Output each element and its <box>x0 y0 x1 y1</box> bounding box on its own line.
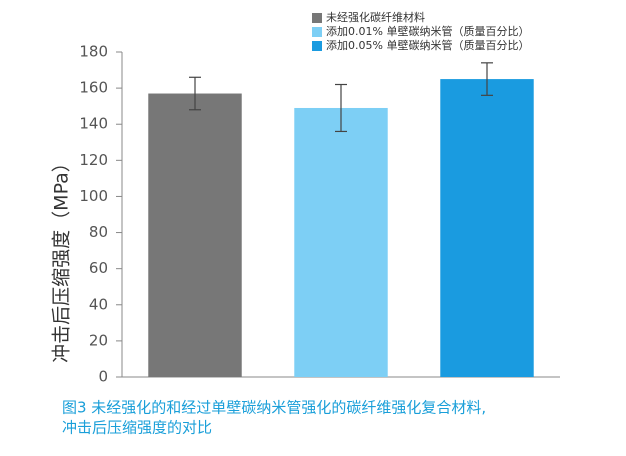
caption: 图3 未经强化的和经过单壁碳纳米管强化的碳纤维强化复合材料, <box>62 399 486 417</box>
y-tick-label: 120 <box>79 151 108 169</box>
y-tick-label: 40 <box>89 295 108 313</box>
legend-swatch <box>312 13 322 23</box>
legend-swatch <box>312 41 322 51</box>
legend-label: 未经强化碳纤维材料 <box>326 10 425 24</box>
y-tick-label: 20 <box>89 331 108 349</box>
bar <box>440 79 534 377</box>
legend-label: 添加0.01% 单壁碳纳米管（质量百分比） <box>326 24 529 38</box>
bar <box>294 107 388 377</box>
y-tick-label: 0 <box>98 368 108 386</box>
y-tick-label: 60 <box>89 259 108 277</box>
bar <box>148 93 242 378</box>
y-tick-label: 140 <box>79 115 108 133</box>
y-axis-label: 冲击后压缩强度（MPa） <box>51 153 73 363</box>
y-tick-label: 80 <box>89 223 108 241</box>
y-tick-label: 100 <box>79 187 108 205</box>
legend-label: 添加0.05% 单壁碳纳米管（质量百分比） <box>326 38 529 52</box>
y-tick-label: 180 <box>79 43 108 61</box>
legend-swatch <box>312 27 322 37</box>
caption: 冲击后压缩强度的对比 <box>62 419 212 437</box>
y-tick-label: 160 <box>79 79 108 97</box>
